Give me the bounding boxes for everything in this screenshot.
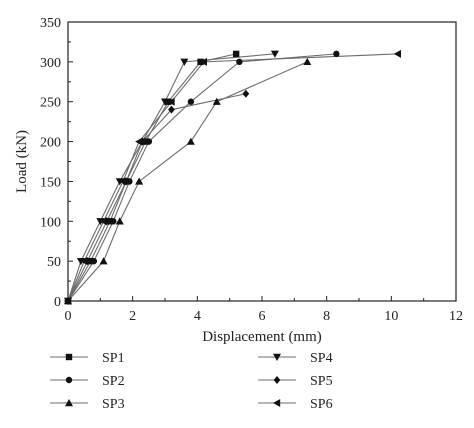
data-point-sp3 [212, 97, 221, 105]
data-point-sp2 [90, 257, 98, 265]
data-point-sp3 [186, 137, 195, 145]
data-point-sp3 [303, 57, 312, 66]
x-tick-label: 0 [65, 309, 72, 324]
data-point-sp4 [270, 50, 279, 58]
series-markers [64, 49, 401, 305]
legend: SP1 SP2 SP3 SP4 SP5 SP6 [50, 351, 333, 412]
x-tick-label: 12 [449, 309, 463, 324]
legend-label-sp2: SP2 [102, 374, 125, 389]
x-tick-label: 2 [129, 309, 136, 324]
data-point-sp4 [161, 98, 169, 106]
data-point-sp2 [333, 50, 340, 58]
legend-marker-sp1 [65, 353, 73, 361]
x-axis-label: Displacement (mm) [202, 329, 322, 345]
data-point-sp1 [232, 50, 240, 58]
data-point-sp2 [187, 98, 195, 105]
y-tick-label: 350 [40, 16, 61, 31]
data-point-sp6 [80, 257, 88, 266]
legend-marker-sp4 [273, 353, 281, 361]
series-line-sp1 [67, 53, 237, 302]
legend-label-sp6: SP6 [310, 397, 333, 412]
legend-label-sp3: SP3 [102, 397, 125, 412]
data-point-sp6 [393, 49, 401, 58]
data-point-sp5 [242, 89, 250, 98]
data-point-sp2 [110, 218, 117, 225]
y-axis-label: Load (kN) [14, 130, 30, 193]
legend-marker-sp5 [273, 376, 281, 384]
data-point-sp5 [103, 217, 111, 226]
data-point-sp5 [84, 257, 91, 266]
series-line-sp5 [67, 93, 246, 302]
data-point-sp6 [118, 177, 127, 186]
x-tick-label: 4 [194, 309, 201, 324]
legend-marker-sp3 [65, 399, 73, 407]
series-line-sp3 [67, 61, 308, 302]
plot-frame [67, 21, 457, 302]
axis-ticks: 0 2 4 6 8 10 12 0 50 100 150 200 250 300 350 [40, 16, 463, 324]
y-tick-label: 50 [47, 255, 61, 270]
data-point-sp2 [236, 58, 243, 66]
data-point-sp6 [135, 137, 143, 146]
x-tick-label: 10 [384, 309, 398, 324]
data-point-sp6 [167, 97, 175, 106]
data-point-sp6 [199, 57, 207, 66]
series-line-sp2 [67, 53, 337, 302]
x-tick-label: 6 [259, 309, 266, 324]
series-lines [67, 53, 398, 302]
legend-label-sp4: SP4 [310, 351, 333, 366]
data-point-sp6 [64, 297, 72, 305]
plot-border [67, 21, 457, 302]
data-point-sp4 [180, 58, 189, 66]
data-point-sp2 [145, 138, 153, 145]
legend-label-sp1: SP1 [102, 351, 125, 366]
series-line-sp4 [67, 53, 275, 302]
data-point-sp5 [168, 105, 175, 114]
data-point-sp3 [135, 177, 144, 185]
data-point-sp5 [138, 137, 146, 146]
y-tick-label: 100 [40, 215, 61, 230]
data-point-sp3 [99, 257, 108, 265]
y-tick-label: 200 [40, 136, 61, 151]
y-tick-label: 300 [40, 56, 61, 71]
y-tick-label: 0 [54, 295, 61, 310]
data-point-sp3 [115, 217, 124, 225]
legend-label-sp5: SP5 [310, 374, 333, 389]
data-point-sp6 [99, 217, 107, 226]
legend-marker-sp2 [65, 376, 73, 384]
series-line-sp6 [67, 53, 398, 302]
y-tick-label: 250 [40, 96, 61, 111]
y-tick-label: 150 [40, 175, 61, 190]
x-tick-label: 8 [323, 309, 330, 324]
legend-marker-sp6 [273, 399, 281, 407]
